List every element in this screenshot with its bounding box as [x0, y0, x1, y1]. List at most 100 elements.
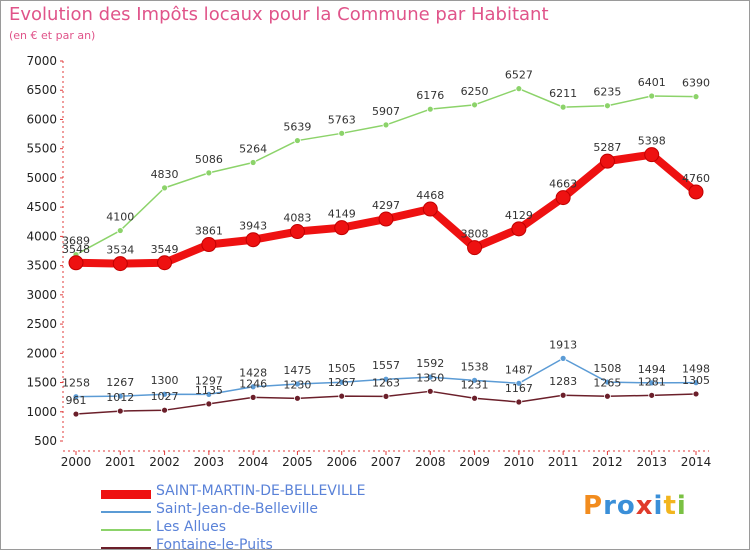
data-point — [604, 378, 611, 386]
data-point — [471, 394, 478, 402]
data-point — [201, 237, 217, 253]
data-label: 1135 — [195, 384, 223, 397]
axes: 500 1000 1500 2000 2500 3000 3500 4000 4500 5000 5… — [26, 54, 711, 469]
data-point — [515, 379, 523, 387]
data-point — [692, 379, 700, 387]
data-label: 3534 — [106, 244, 134, 257]
data-point — [604, 392, 611, 400]
logo-letter: x — [635, 491, 654, 521]
legend-label: Les Allues — [156, 519, 227, 535]
chart-subtitle: (en € et par an) — [9, 29, 96, 42]
data-label: 1592 — [416, 357, 444, 370]
data-label: 1557 — [372, 359, 400, 372]
data-point — [559, 103, 567, 111]
data-point — [161, 184, 168, 192]
data-point — [599, 153, 615, 169]
data-label: 3808 — [461, 228, 489, 241]
data-point — [294, 380, 301, 388]
data-label: 6401 — [638, 76, 666, 89]
data-label: 1267 — [106, 376, 134, 389]
data-label: 3549 — [151, 243, 179, 256]
data-label: 5086 — [195, 153, 223, 166]
data-label: 5639 — [283, 121, 311, 134]
x-tick-label: 2009 — [459, 455, 490, 469]
data-label: 1300 — [151, 374, 179, 387]
data-point — [157, 255, 173, 271]
data-point — [426, 387, 434, 395]
y-tick-label: 3500 — [26, 259, 57, 273]
y-tick-label: 500 — [34, 434, 57, 448]
data-point — [382, 121, 390, 129]
legend-swatch — [101, 547, 151, 549]
data-point — [515, 398, 523, 406]
y-tick-label: 4500 — [26, 200, 57, 214]
y-tick-label: 7000 — [26, 54, 57, 68]
data-point — [294, 137, 301, 144]
data-point — [648, 92, 656, 100]
data-label: 6390 — [682, 77, 710, 90]
data-label: 1283 — [549, 375, 577, 388]
y-tick-label: 6500 — [26, 83, 57, 97]
data-label: 1263 — [372, 376, 400, 389]
x-tick-label: 2000 — [61, 455, 92, 469]
data-point — [68, 255, 84, 271]
x-tick-label: 2011 — [548, 455, 579, 469]
data-label: 1305 — [682, 374, 710, 387]
data-label: 3548 — [62, 243, 90, 256]
data-label: 1913 — [549, 338, 577, 351]
data-label: 6211 — [549, 87, 577, 100]
logo-letter: o — [616, 491, 636, 521]
logo-letter: P — [583, 491, 604, 521]
logo-letter: r — [603, 491, 617, 521]
data-label: 1538 — [461, 360, 489, 373]
y-tick-label: 1000 — [26, 405, 57, 419]
data-point — [648, 391, 656, 399]
data-point — [294, 394, 301, 402]
data-label: 4663 — [549, 178, 577, 191]
data-point — [426, 105, 434, 113]
data-label: 1475 — [283, 364, 311, 377]
data-point — [338, 129, 346, 137]
data-point — [471, 101, 478, 109]
data-label: 4297 — [372, 199, 400, 212]
data-label: 1281 — [638, 375, 666, 388]
x-tick-label: 2005 — [282, 455, 313, 469]
data-point — [112, 256, 128, 272]
data-point — [116, 407, 124, 415]
x-tick-label: 2007 — [371, 455, 402, 469]
data-point — [245, 232, 261, 248]
y-tick-label: 4000 — [26, 229, 57, 243]
legend-label: Fontaine-le-Puits — [156, 537, 273, 553]
data-point — [382, 375, 390, 383]
data-point — [426, 373, 434, 381]
data-label: 1258 — [62, 377, 90, 390]
data-point — [116, 227, 124, 234]
data-label: 6176 — [416, 89, 444, 102]
data-point — [559, 354, 567, 362]
legend-swatch — [101, 489, 151, 499]
data-label: 5763 — [328, 113, 356, 126]
legend-swatch — [101, 511, 151, 513]
data-label: 1487 — [505, 363, 533, 376]
legend-label: Saint-Jean-de-Belleville — [156, 501, 319, 517]
data-point — [511, 221, 527, 237]
data-label: 4083 — [283, 212, 311, 225]
data-point — [555, 190, 571, 206]
y-tick-label: 2000 — [26, 346, 57, 360]
data-label: 1350 — [416, 371, 444, 384]
y-tick-label: 1500 — [26, 376, 57, 390]
y-tick-label: 2500 — [26, 317, 57, 331]
x-tick-label: 2008 — [415, 455, 446, 469]
data-point — [648, 379, 656, 387]
data-label: 1167 — [505, 382, 533, 395]
data-point — [161, 390, 168, 398]
data-label: 961 — [66, 394, 87, 407]
data-point — [378, 211, 394, 227]
logo-letter: t — [663, 491, 677, 521]
data-label: 4149 — [328, 208, 356, 221]
data-point — [688, 184, 704, 200]
x-tick-label: 2004 — [238, 455, 269, 469]
data-point — [467, 240, 483, 256]
legend-swatch — [101, 529, 151, 531]
